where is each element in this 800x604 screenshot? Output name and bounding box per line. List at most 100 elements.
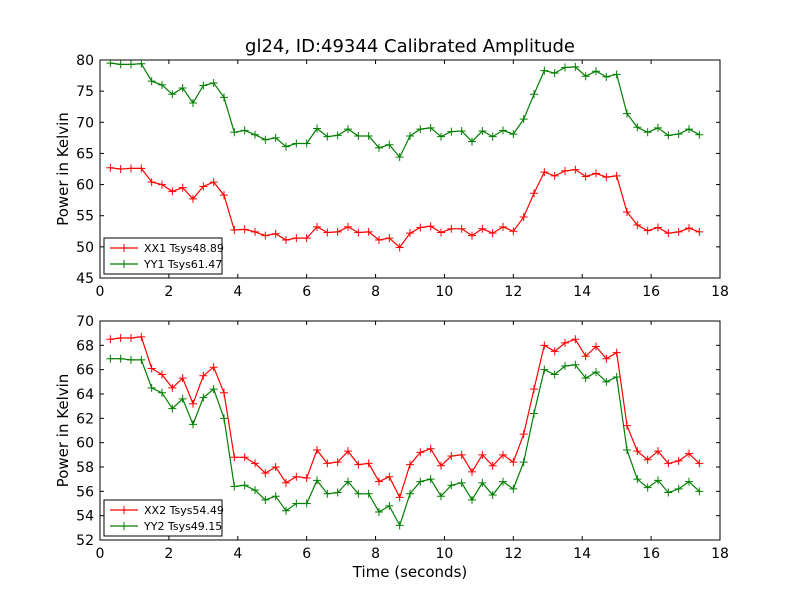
y-tick-label: 64 [76, 387, 94, 403]
legend-marker [120, 244, 128, 252]
data-point [230, 128, 239, 137]
data-point [550, 347, 559, 356]
data-point [333, 458, 342, 467]
x-tick-label: 18 [711, 284, 729, 300]
x-tick-label: 6 [302, 546, 311, 562]
data-point [375, 143, 383, 152]
data-point [354, 228, 363, 237]
data-point [137, 59, 146, 68]
data-point [488, 229, 497, 238]
y-tick-label: 65 [76, 146, 94, 162]
data-point [468, 467, 476, 476]
data-point [323, 459, 332, 468]
data-point [571, 335, 580, 344]
x-tick-label: 18 [711, 546, 729, 562]
data-point [488, 490, 497, 499]
data-point [509, 227, 518, 236]
chart-title: gl24, ID:49344 Calibrated Amplitude [245, 36, 575, 57]
data-point [685, 477, 693, 486]
data-point [406, 460, 414, 469]
data-point [592, 368, 600, 377]
data-point [292, 139, 301, 148]
data-point [426, 222, 435, 231]
data-point [168, 404, 177, 413]
data-point [127, 60, 135, 69]
data-point [478, 478, 487, 487]
data-point [395, 243, 404, 252]
data-point [220, 388, 228, 397]
data-point [530, 189, 538, 198]
data-point [592, 342, 600, 351]
data-point [302, 473, 311, 482]
data-point [550, 69, 559, 78]
data-point [519, 430, 528, 439]
x-tick-label: 4 [233, 546, 242, 562]
data-point [137, 332, 146, 341]
data-point [333, 227, 342, 236]
data-point [561, 338, 569, 347]
data-point [406, 489, 414, 498]
data-point [664, 229, 673, 238]
data-point [271, 133, 280, 142]
data-point [623, 421, 631, 430]
data-point [530, 385, 538, 394]
y-tick-label: 70 [76, 115, 94, 131]
y-tick-label: 54 [76, 509, 94, 525]
data-point [189, 98, 197, 107]
data-point [354, 489, 363, 498]
x-tick-label: 6 [302, 284, 311, 300]
data-point [654, 476, 662, 485]
data-point [633, 475, 642, 484]
data-point [375, 477, 383, 486]
x-tick-label: 0 [96, 546, 105, 562]
data-point [426, 475, 435, 484]
data-point [344, 125, 352, 134]
data-point [447, 127, 456, 136]
data-point [571, 62, 580, 71]
data-point [271, 229, 280, 238]
data-point [189, 399, 197, 408]
series-line-1 [110, 167, 700, 249]
data-point [478, 450, 487, 459]
data-point [364, 131, 373, 140]
data-point [251, 459, 259, 468]
data-point [127, 334, 135, 343]
data-point [189, 194, 197, 203]
data-point [654, 123, 662, 132]
data-point [416, 223, 425, 232]
data-point [282, 506, 290, 515]
legend-label: YY1 Tsys61.47 [143, 258, 222, 271]
legend-label: XX2 Tsys54.49 [144, 504, 224, 517]
data-point [178, 374, 187, 383]
data-point [540, 168, 549, 177]
legend-label: XX1 Tsys48.89 [144, 242, 224, 255]
data-point [695, 227, 704, 236]
data-point [158, 180, 166, 189]
data-point [664, 131, 673, 140]
data-point [509, 484, 518, 493]
data-point [292, 234, 301, 243]
data-point [106, 335, 115, 344]
data-point [127, 355, 135, 364]
data-point [116, 60, 125, 69]
data-point [354, 460, 363, 469]
data-point [240, 481, 249, 490]
data-point [581, 172, 590, 181]
data-point [685, 224, 693, 233]
x-tick-label: 4 [233, 284, 242, 300]
data-point [199, 182, 208, 191]
data-point [592, 169, 600, 178]
data-point [499, 126, 507, 135]
data-point [147, 364, 156, 373]
data-point [571, 360, 580, 369]
data-point [550, 370, 559, 379]
x-tick-label: 14 [573, 546, 591, 562]
x-tick-label: 2 [164, 546, 173, 562]
y-tick-label: 66 [76, 363, 94, 379]
y-tick-label: 52 [76, 533, 94, 549]
x-tick-label: 12 [504, 284, 522, 300]
data-point [344, 447, 352, 456]
data-point [643, 226, 652, 235]
data-point [292, 499, 301, 508]
y-tick-label: 70 [76, 314, 94, 330]
